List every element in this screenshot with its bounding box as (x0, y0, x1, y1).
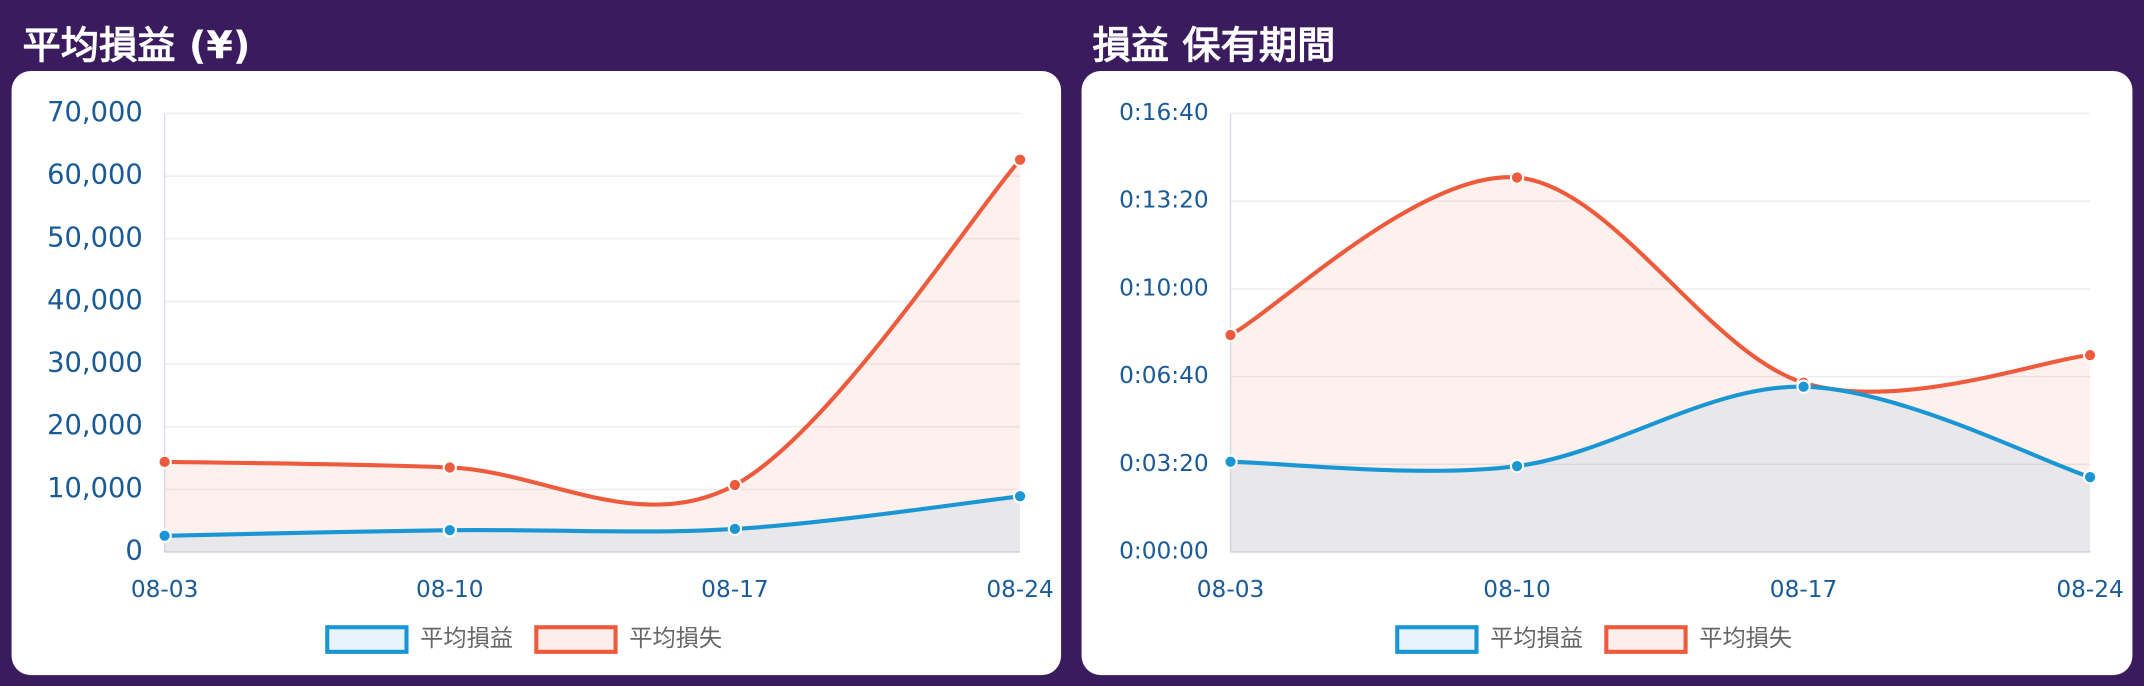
area-fill (164, 159, 1021, 553)
y-tick-label: 60,000 (47, 160, 143, 191)
line (1229, 175, 2091, 394)
point (442, 460, 457, 475)
point (1012, 152, 1028, 167)
y-tick-label: 0 (125, 536, 142, 567)
point (157, 454, 172, 470)
legend-swatch (534, 625, 618, 654)
point (1012, 489, 1028, 504)
point (2082, 347, 2098, 363)
line (164, 158, 1022, 507)
y-tick-label: 20,000 (47, 410, 143, 441)
x-tick-label: 08-10 (416, 576, 483, 603)
y-tick-label: 70,000 (47, 97, 143, 128)
x-tick-label: 08-17 (1770, 576, 1837, 603)
legend-swatch (1395, 625, 1479, 654)
legend-label: 平均損益 (420, 625, 513, 652)
point (1223, 454, 1238, 469)
point (1509, 458, 1525, 474)
point (2082, 469, 2098, 485)
point (157, 528, 172, 543)
point (727, 477, 743, 493)
y-tick-label: 0:16:40 (1119, 99, 1209, 126)
chart-title: 平均損益 (¥) (23, 23, 251, 68)
x-tick-label: 08-03 (131, 576, 198, 603)
area-fill (1230, 386, 2091, 553)
y-tick-label: 40,000 (47, 285, 143, 316)
y-tick-label: 10,000 (47, 473, 143, 504)
legend-label: 平均損失 (1699, 625, 1792, 652)
legend-swatch (1604, 625, 1688, 654)
x-tick-label: 08-03 (1197, 576, 1264, 603)
x-tick-label: 08-24 (2056, 576, 2123, 603)
y-tick-label: 0:00:00 (1119, 538, 1209, 565)
point (1509, 170, 1525, 185)
point (1223, 327, 1238, 343)
y-tick-label: 0:13:20 (1119, 187, 1209, 214)
y-tick-label: 50,000 (47, 222, 143, 253)
y-tick-label: 0:03:20 (1119, 450, 1209, 477)
legend-label: 平均損失 (629, 625, 722, 652)
y-tick-label: 30,000 (47, 348, 143, 379)
area-fill (164, 496, 1021, 553)
line (164, 494, 1021, 538)
x-tick-label: 08-17 (701, 576, 768, 603)
panel (1081, 71, 2133, 676)
point (442, 522, 457, 538)
y-tick-label: 0:10:00 (1119, 274, 1209, 301)
point (1796, 379, 1811, 394)
legend-label: 平均損益 (1490, 625, 1583, 652)
point (727, 521, 743, 537)
x-tick-label: 08-24 (986, 576, 1053, 603)
line (1230, 384, 2091, 480)
legend-swatch (325, 625, 409, 654)
chart-title: 損益 保有期間 (1092, 23, 1335, 68)
y-tick-label: 0:06:40 (1119, 362, 1209, 389)
x-tick-label: 08-10 (1483, 576, 1550, 603)
area-fill (1230, 177, 2091, 553)
